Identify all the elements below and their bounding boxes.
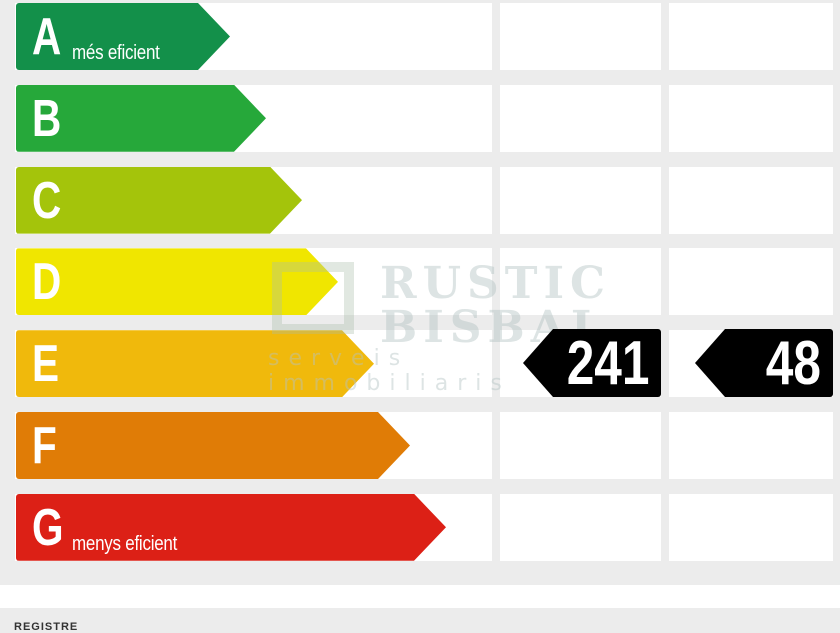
rating-cell bbox=[669, 84, 833, 152]
rating-letter: E bbox=[32, 335, 60, 394]
emissions-badge: 48 bbox=[695, 329, 833, 397]
rating-cell bbox=[669, 166, 833, 234]
rating-cell bbox=[669, 493, 833, 561]
rating-cell bbox=[669, 412, 833, 479]
rating-arrow-e: E bbox=[16, 330, 374, 397]
rating-letter: C bbox=[32, 171, 62, 230]
rating-cell bbox=[500, 412, 661, 479]
rating-cell bbox=[669, 3, 833, 70]
divider-strip bbox=[0, 585, 840, 608]
rating-letter: A bbox=[32, 8, 62, 66]
rating-letter: F bbox=[32, 417, 57, 475]
rating-label: menys eficient bbox=[72, 532, 178, 555]
rating-cell bbox=[669, 248, 833, 316]
emissions-value: 48 bbox=[765, 329, 821, 398]
house-logo-icon bbox=[272, 262, 354, 334]
consumption-badge: 241 bbox=[523, 329, 661, 397]
watermark-line1: RUSTIC bbox=[380, 258, 612, 309]
rating-cell bbox=[500, 84, 661, 152]
rating-arrow-c: C bbox=[16, 167, 302, 234]
rating-arrow-b: B bbox=[16, 85, 266, 152]
rating-arrow-f: F bbox=[16, 412, 410, 479]
rating-letter: D bbox=[32, 253, 62, 312]
rating-letter: G bbox=[32, 498, 64, 557]
watermark-line3: serveis immobiliaris bbox=[268, 346, 511, 396]
rating-arrow-d: D bbox=[16, 248, 338, 315]
footer-label: REGISTRE bbox=[14, 621, 79, 633]
rating-cell bbox=[500, 3, 661, 70]
rating-cell bbox=[500, 166, 661, 234]
rating-cell bbox=[500, 493, 661, 561]
rating-letter: B bbox=[32, 89, 62, 148]
rating-cell bbox=[500, 248, 661, 316]
consumption-value: 241 bbox=[566, 329, 649, 398]
rating-label: més eficient bbox=[72, 42, 160, 64]
